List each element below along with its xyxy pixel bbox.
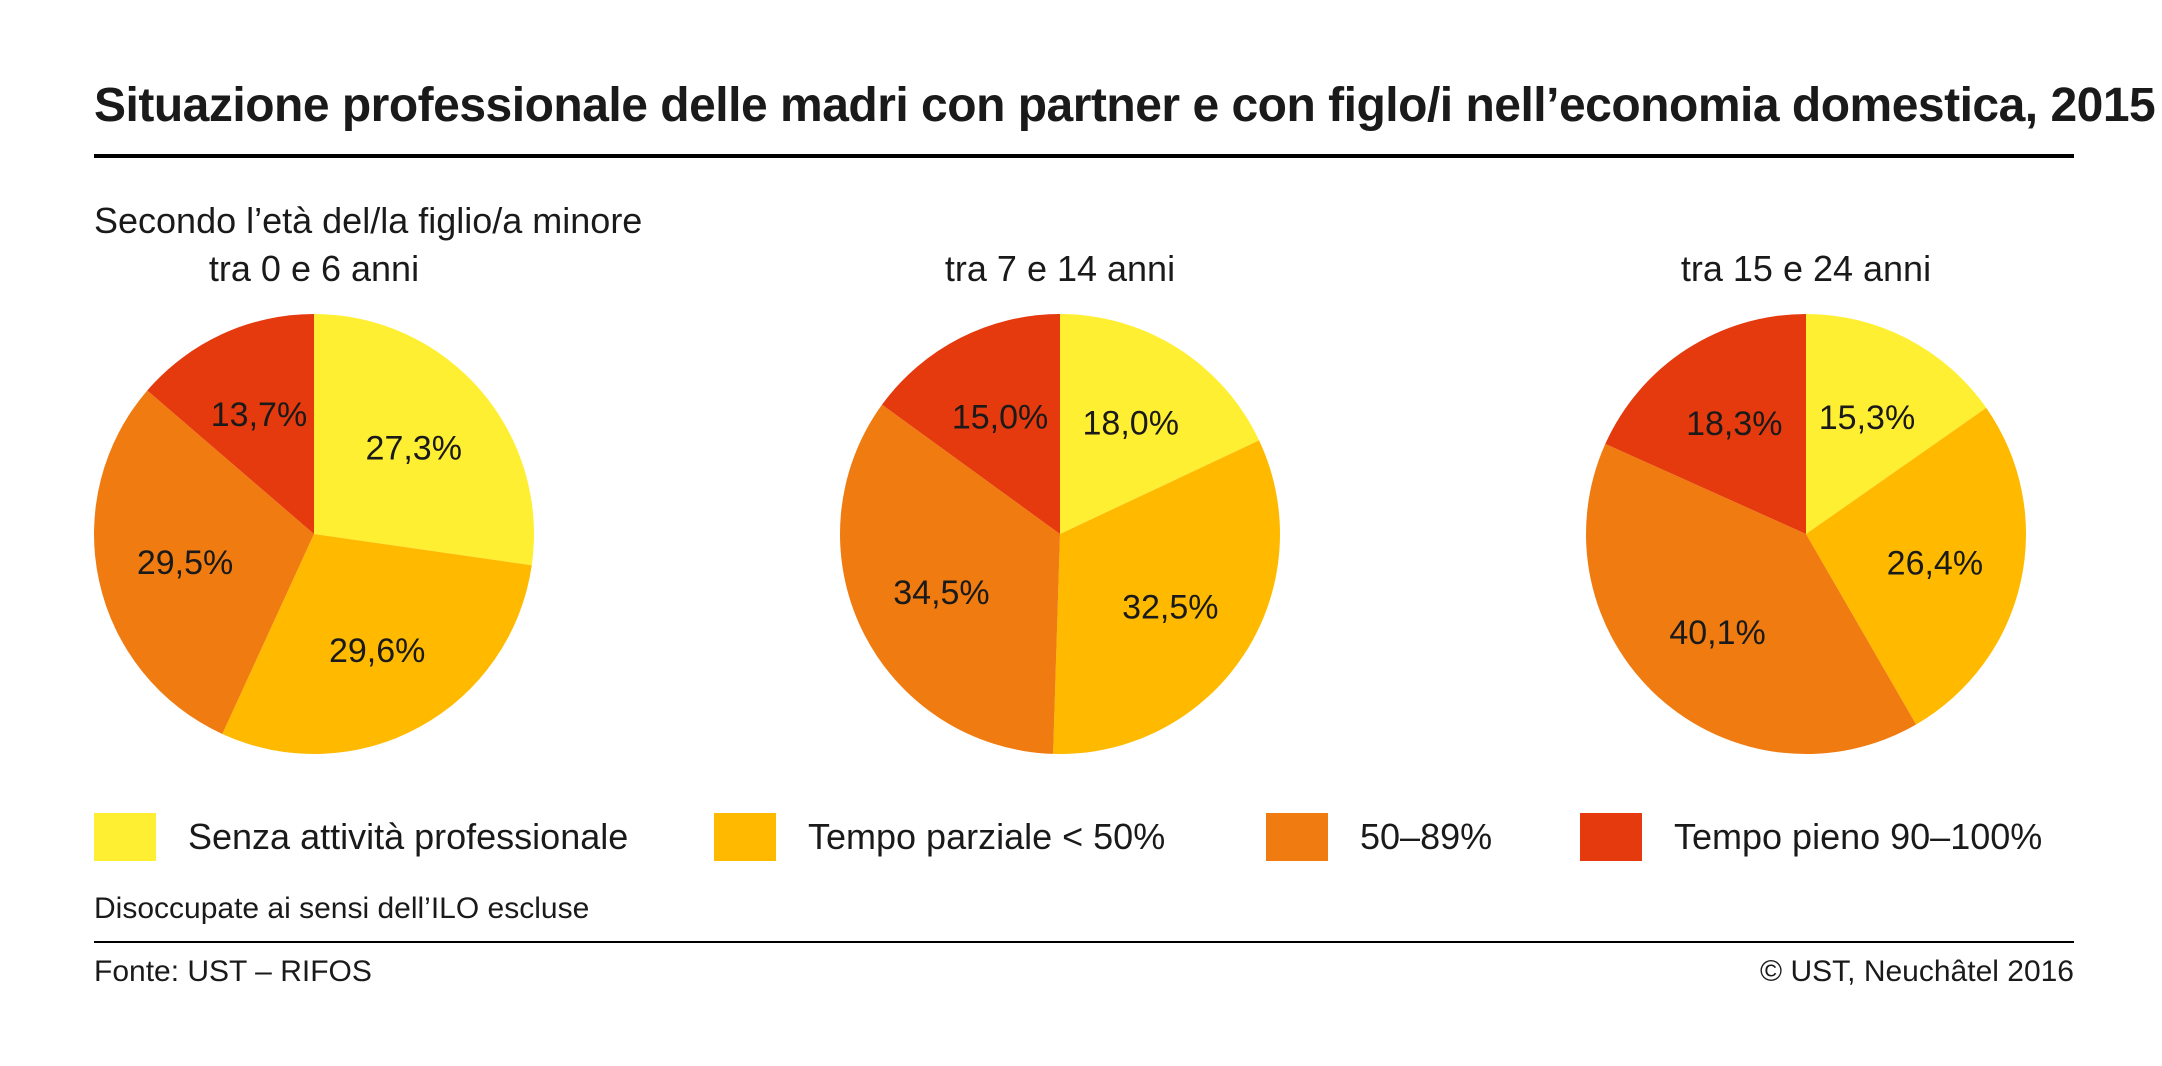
pie-slice-label: 32,5% [1122,588,1218,626]
pie-slice-label: 40,1% [1669,614,1765,652]
legend-item-50-89: 50–89% [1266,812,1492,862]
pie-slice-label: 29,6% [329,632,425,670]
source-text: Fonte: UST – RIFOS [94,955,372,988]
pie-slice-tempo-parziale [222,534,532,754]
pie-slice-senza-attivita [1060,314,1260,534]
legend-label: Senza attività professionale [188,816,629,857]
pie-slice-label: 29,5% [137,544,233,582]
pie-slice-label: 15,3% [1819,399,1915,437]
legend-swatch [714,813,776,861]
pie-slice-label: 18,3% [1686,405,1782,443]
legend-label: 50–89% [1360,816,1493,857]
pie-title-0-6: tra 0 e 6 anni [208,248,420,289]
pie-slice-senza-attivita [314,314,534,566]
legend-item-tempo-pieno: Tempo pieno 90–100% [1580,812,2042,862]
pie-slice-label: 15,0% [952,398,1048,436]
pie-slice-label: 27,3% [366,430,462,468]
pie-slice-tempo-parziale [1806,407,2026,725]
legend-item-tempo-parziale: Tempo parziale < 50% [714,812,1165,862]
pie-slice-50-89 [1586,443,1917,754]
pie-title-15-24: tra 15 e 24 anni [1680,248,1932,289]
legend-label: Tempo pieno 90–100% [1674,816,2043,857]
pie-slice-tempo-parziale [1053,440,1281,754]
footnote: Disoccupate ai sensi dell’ILO escluse [94,892,590,925]
pie-slice-tempo-pieno [1605,314,1806,534]
pie-slice-tempo-pieno [882,314,1060,534]
pie-slice-label: 13,7% [211,396,307,434]
title-divider [94,154,2074,158]
pie-slice-label: 18,0% [1083,405,1179,443]
pie-slice-50-89 [840,404,1060,754]
pie-charts: 27,3% 29,6% 29,5% 13,7% 18,0% 32,5% 34,5% 15,0%… [93,314,2026,754]
legend-label: Tempo parziale < 50% [808,816,1166,857]
legend-swatch [94,813,156,861]
legend-swatch [1580,813,1642,861]
pie-title-7-14: tra 7 e 14 anni [944,248,1176,289]
footer-divider [94,941,2074,943]
legend-swatch [1266,813,1328,861]
legend-item-senza-attivita: Senza attività professionale [94,812,628,862]
copyright-text: © UST, Neuchâtel 2016 [1760,955,2074,988]
pie-slice-tempo-pieno [147,314,314,534]
pie-slice-label: 26,4% [1887,545,1983,583]
pie-slice-senza-attivita [1806,314,1987,534]
chart-title: Situazione professionale delle madri con… [94,79,2156,132]
chart-subtitle: Secondo l’età del/la figlio/a minore [94,200,643,241]
pie-slice-50-89 [93,390,314,734]
pie-slice-label: 34,5% [893,574,989,612]
